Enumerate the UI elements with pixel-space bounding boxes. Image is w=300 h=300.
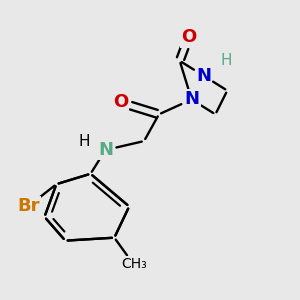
Text: CH₃: CH₃ [121, 257, 146, 272]
Text: N: N [196, 67, 211, 85]
Text: N: N [98, 141, 113, 159]
Text: H: H [78, 134, 90, 148]
Text: H: H [220, 53, 232, 68]
Text: Br: Br [17, 197, 39, 215]
Text: N: N [184, 91, 199, 109]
Text: O: O [181, 28, 196, 46]
Text: O: O [113, 93, 128, 111]
